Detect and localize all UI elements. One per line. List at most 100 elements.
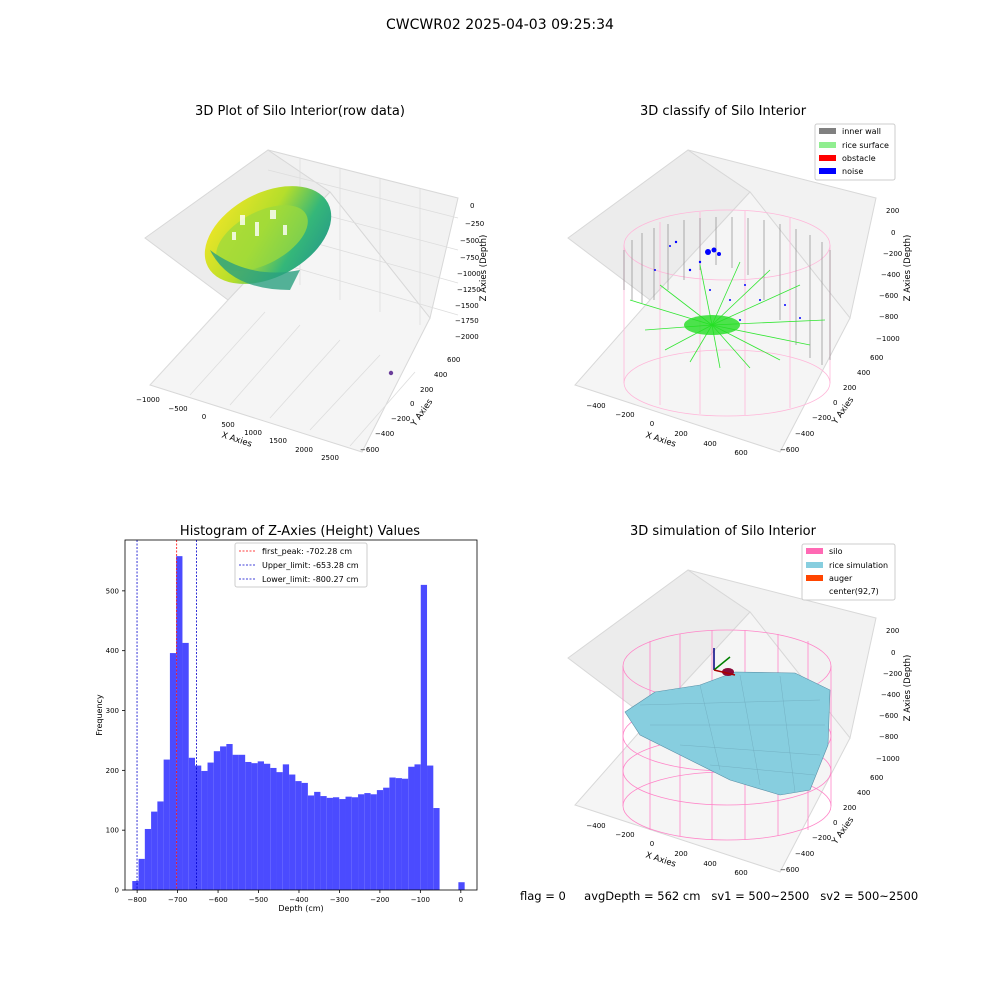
histogram-bar <box>276 772 283 890</box>
p4-z-ticks: 200 0 −200 −400 −600 −800 −1000 <box>876 627 902 763</box>
p2-x-tick: 400 <box>703 440 716 448</box>
hist-y-tick-label: 500 <box>106 587 119 595</box>
p4-x-tick: 400 <box>703 860 716 868</box>
legend-swatch-silo <box>806 548 823 554</box>
histogram-bar <box>270 767 277 890</box>
histogram-bar <box>232 754 239 890</box>
p1-x-tick: 1000 <box>244 429 262 437</box>
histogram-bar <box>176 556 183 890</box>
p1-x-tick: 2000 <box>295 446 313 454</box>
p1-gridlines <box>149 158 459 447</box>
p4-x-axis-label: X Axies <box>644 850 677 869</box>
histogram-bar <box>188 757 195 890</box>
legend-label: inner wall <box>842 127 881 136</box>
hist-legend: first_peak: -702.28 cm Upper_limit: -653… <box>234 542 368 588</box>
p2-y-tick: 0 <box>833 399 837 407</box>
p1-y-tick: 400 <box>434 371 447 379</box>
p1-z-tick: 0 <box>470 202 474 210</box>
p1-x-ticks: −1000 −500 0 500 1000 1500 2000 2500 <box>136 396 339 462</box>
p2-z-tick: −400 <box>881 271 900 279</box>
p1-z-tick: −750 <box>460 254 479 262</box>
p4-z-tick: −200 <box>883 670 902 678</box>
p1-x-tick: −500 <box>168 405 187 413</box>
hist-x-tick-label: −100 <box>411 896 430 904</box>
hist-y-tick-label: 100 <box>106 827 119 835</box>
p1-z-tick: −1500 <box>455 302 479 310</box>
p2-x-tick: −400 <box>586 402 605 410</box>
p1-outlier-point <box>388 370 394 376</box>
legend-label: silo <box>829 547 843 556</box>
p1-x-tick: 0 <box>202 413 206 421</box>
p2-z-tick: 200 <box>886 207 899 215</box>
histogram-bar <box>420 584 428 890</box>
sv1-value: sv1 = 500~2500 <box>711 889 810 903</box>
p4-z-tick: −600 <box>879 712 898 720</box>
histogram-bar <box>263 763 271 890</box>
p2-inner-wall-points <box>623 217 831 365</box>
histogram-bar <box>295 781 302 890</box>
hist-y-tick-label: 400 <box>106 647 119 655</box>
legend-swatch-auger <box>806 575 823 581</box>
histogram-bar <box>132 881 139 890</box>
histogram-bar <box>201 770 208 890</box>
panel-3-title: Histogram of Z-Axies (Height) Values <box>179 524 421 539</box>
p1-z-tick: −500 <box>460 237 479 245</box>
hist-x-tick-label: −700 <box>168 896 187 904</box>
p2-z-axis-label: Z Axies (Depth) <box>903 235 913 302</box>
p1-y-tick: 600 <box>447 356 460 364</box>
hist-x-tick-label: −300 <box>330 896 349 904</box>
legend-label: auger <box>829 574 853 583</box>
p2-y-tick: −400 <box>795 430 814 438</box>
hist-x-axis-label: Depth (cm) <box>278 904 323 913</box>
p4-z-tick: −1000 <box>876 755 900 763</box>
p1-z-axis-label: Z Axies (Depth) <box>479 235 489 302</box>
p1-z-ticks: 0 −250 −500 −750 −1000 −1250 −1500 −1750… <box>455 202 484 341</box>
histogram-bar <box>389 777 396 890</box>
histogram-bar <box>251 763 258 890</box>
p2-z-tick: −600 <box>879 292 898 300</box>
histogram-bar <box>370 794 377 890</box>
panel-2-title: 3D classify of Silo Interior <box>639 104 807 119</box>
histogram-bar <box>326 797 333 890</box>
histogram-bar <box>194 765 202 890</box>
p1-y-tick: −400 <box>375 430 394 438</box>
hist-x-tick-label: −400 <box>289 896 308 904</box>
histogram-bar <box>138 858 145 890</box>
p4-x-tick: 600 <box>734 869 747 877</box>
p1-z-tick: −2000 <box>455 333 479 341</box>
flag-value: flag = 0 <box>520 889 566 903</box>
p1-z-tick: −250 <box>465 220 484 228</box>
p2-noise-points <box>654 240 801 321</box>
p2-x-tick: 200 <box>674 430 687 438</box>
hist-x-tick-label: −600 <box>208 896 227 904</box>
p2-z-ticks: 200 0 −200 −400 −600 −800 −1000 <box>876 207 902 343</box>
p4-z-tick: −400 <box>881 691 900 699</box>
legend-label: center(92,7) <box>829 587 879 596</box>
histogram-bar <box>282 764 290 890</box>
histogram-bar <box>364 793 371 890</box>
p2-x-ticks: −400 −200 0 200 400 600 <box>586 402 747 457</box>
p1-z-tick: −1750 <box>455 317 479 325</box>
p2-y-tick: 600 <box>870 354 883 362</box>
p2-x-tick: 0 <box>650 420 654 428</box>
p1-x-tick: 2500 <box>321 454 339 462</box>
histogram-bar <box>144 828 152 890</box>
hist-x-tick-label: 0 <box>459 896 463 904</box>
legend-label: obstacle <box>842 154 876 163</box>
status-footer: flag = 0 avgDepth = 562 cm sv1 = 500~250… <box>520 889 918 903</box>
p1-y-tick: 0 <box>410 400 414 408</box>
histogram-bar <box>314 791 321 890</box>
legend-label: rice simulation <box>829 561 888 570</box>
p2-z-tick: −1000 <box>876 335 900 343</box>
p2-y-tick: −600 <box>780 446 799 454</box>
p4-surface-mesh <box>639 674 825 793</box>
hist-legend-label: first_peak: -702.28 cm <box>262 547 352 556</box>
legend-swatch-obstacle <box>819 155 836 161</box>
hist-x-tick-label: −500 <box>249 896 268 904</box>
histogram-bar <box>395 778 402 890</box>
hist-x-tick-label: −800 <box>128 896 147 904</box>
hist-x-tick-label: −200 <box>370 896 389 904</box>
